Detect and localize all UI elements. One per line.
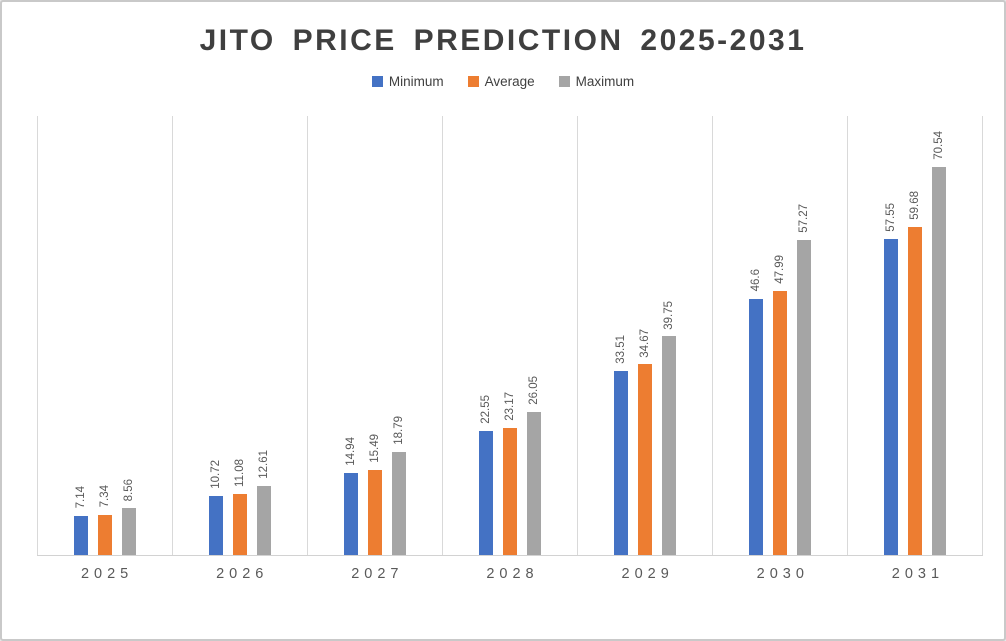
bar-average-2028 xyxy=(503,427,517,555)
bar-unit-maximum-2031: 70.54 xyxy=(932,131,946,555)
bar-value-label: 22.55 xyxy=(480,395,492,424)
x-axis-label-2030: 2030 xyxy=(756,566,809,582)
bar-average-2031 xyxy=(908,226,922,555)
category-group-2030: 46.6 47.99 57.27 xyxy=(712,116,847,555)
bar-unit-average-2025: 7.34 xyxy=(98,485,112,555)
legend-item-minimum: Minimum xyxy=(371,73,444,89)
bar-value-label: 10.72 xyxy=(210,460,222,489)
bar-minimum-2031 xyxy=(884,238,898,555)
category-group-2027: 14.94 15.49 18.79 xyxy=(307,116,442,555)
bar-average-2026 xyxy=(233,494,247,555)
bar-unit-average-2028: 23.17 xyxy=(503,392,517,555)
bar-maximum-2026 xyxy=(257,485,271,555)
legend-item-maximum: Maximum xyxy=(558,73,635,89)
bar-maximum-2028 xyxy=(527,411,541,555)
bar-unit-maximum-2028: 26.05 xyxy=(527,376,541,555)
bar-maximum-2029 xyxy=(662,336,676,555)
bar-average-2030 xyxy=(773,291,787,555)
bar-average-2027 xyxy=(368,469,382,555)
category-group-2029: 33.51 34.67 39.75 xyxy=(577,116,712,555)
legend-label-maximum: Maximum xyxy=(575,73,635,89)
plot-area: 7.14 7.34 8.56 10.72 11.08 12.61 14.94 15.49 18.… xyxy=(37,116,983,556)
bar-unit-minimum-2030: 46.6 xyxy=(749,269,763,555)
bar-minimum-2029 xyxy=(614,370,628,555)
bar-minimum-2026 xyxy=(209,496,223,555)
bar-value-label: 11.08 xyxy=(234,459,246,488)
x-axis: 2025 2026 2027 2028 2029 2030 2031 xyxy=(37,556,983,592)
x-axis-label-2026: 2026 xyxy=(216,566,269,582)
bar-maximum-2025 xyxy=(122,507,136,555)
bar-maximum-2027 xyxy=(392,451,406,555)
bar-unit-minimum-2031: 57.55 xyxy=(884,203,898,555)
bar-unit-maximum-2027: 18.79 xyxy=(392,416,406,555)
x-axis-label-2028: 2028 xyxy=(486,566,539,582)
category-group-2028: 22.55 23.17 26.05 xyxy=(442,116,577,555)
bar-group-2027: 14.94 15.49 18.79 xyxy=(344,416,406,555)
legend-swatch-maximum xyxy=(558,75,570,87)
bar-value-label: 7.34 xyxy=(99,485,111,508)
bar-unit-minimum-2028: 22.55 xyxy=(479,395,493,555)
bar-unit-maximum-2030: 57.27 xyxy=(797,204,811,555)
x-axis-label-2025: 2025 xyxy=(80,566,134,582)
bar-unit-average-2027: 15.49 xyxy=(368,434,382,555)
bar-value-label: 12.61 xyxy=(258,449,270,479)
category-group-2031: 57.55 59.68 70.54 xyxy=(847,116,983,555)
bar-value-label: 14.94 xyxy=(345,437,357,466)
bar-minimum-2030 xyxy=(749,298,763,555)
legend-swatch-minimum xyxy=(371,75,383,87)
bar-value-label: 46.6 xyxy=(750,269,762,292)
bar-maximum-2030 xyxy=(797,240,811,555)
bar-value-label: 70.54 xyxy=(933,131,945,160)
category-group-2025: 7.14 7.34 8.56 xyxy=(37,116,172,555)
bar-group-2025: 7.14 7.34 8.56 xyxy=(74,479,136,555)
category-group-2026: 10.72 11.08 12.61 xyxy=(172,116,307,555)
legend-swatch-average xyxy=(467,75,479,87)
bar-unit-average-2030: 47.99 xyxy=(773,255,787,555)
bar-value-label: 15.49 xyxy=(369,434,381,463)
legend-label-minimum: Minimum xyxy=(388,73,444,89)
bar-group-2026: 10.72 11.08 12.61 xyxy=(209,450,271,555)
bar-value-label: 57.27 xyxy=(798,204,810,233)
bar-unit-minimum-2029: 33.51 xyxy=(614,335,628,555)
bar-average-2025 xyxy=(98,514,112,555)
bar-unit-minimum-2025: 7.14 xyxy=(74,486,88,555)
bar-value-label: 33.51 xyxy=(615,334,627,364)
bar-unit-maximum-2025: 8.56 xyxy=(122,479,136,555)
bar-unit-minimum-2026: 10.72 xyxy=(209,460,223,555)
chart-legend: Minimum Average Maximum xyxy=(2,72,1004,90)
bar-value-label: 23.17 xyxy=(504,391,516,421)
chart-title: JITO PRICE PREDICTION 2025-2031 xyxy=(199,24,807,57)
bar-value-label: 8.56 xyxy=(123,478,135,501)
bar-unit-average-2026: 11.08 xyxy=(233,459,247,555)
bar-value-label: 57.55 xyxy=(885,202,897,232)
bar-value-label: 47.99 xyxy=(774,255,786,285)
bar-unit-average-2029: 34.67 xyxy=(638,329,652,555)
bar-group-2031: 57.55 59.68 70.54 xyxy=(884,131,946,555)
bar-value-label: 59.68 xyxy=(909,191,921,220)
bar-unit-average-2031: 59.68 xyxy=(908,191,922,555)
bar-unit-minimum-2027: 14.94 xyxy=(344,437,358,555)
bar-value-label: 39.75 xyxy=(663,300,675,330)
x-axis-label-2027: 2027 xyxy=(351,566,404,582)
bar-value-label: 7.14 xyxy=(75,486,87,509)
bar-average-2029 xyxy=(638,364,652,555)
x-axis-label-2029: 2029 xyxy=(621,566,674,582)
bar-value-label: 18.79 xyxy=(393,415,405,445)
legend-item-average: Average xyxy=(467,73,535,89)
bar-group-2029: 33.51 34.67 39.75 xyxy=(614,301,676,555)
x-axis-label-2031: 2031 xyxy=(891,566,945,582)
bar-maximum-2031 xyxy=(932,167,946,555)
bar-unit-maximum-2029: 39.75 xyxy=(662,301,676,555)
bar-minimum-2025 xyxy=(74,515,88,555)
bar-value-label: 26.05 xyxy=(528,375,540,405)
bar-unit-maximum-2026: 12.61 xyxy=(257,450,271,555)
bar-group-2028: 22.55 23.17 26.05 xyxy=(479,376,541,555)
bar-value-label: 34.67 xyxy=(639,328,651,358)
bar-group-2030: 46.6 47.99 57.27 xyxy=(749,204,811,555)
bar-minimum-2027 xyxy=(344,472,358,555)
bar-minimum-2028 xyxy=(479,431,493,555)
legend-label-average: Average xyxy=(484,73,535,89)
